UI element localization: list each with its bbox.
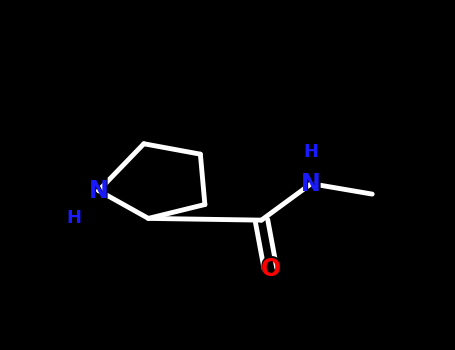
Text: N: N bbox=[300, 171, 322, 197]
Text: N: N bbox=[89, 178, 108, 203]
Text: H: H bbox=[303, 142, 320, 162]
Text: N: N bbox=[88, 177, 110, 204]
Text: N: N bbox=[301, 172, 321, 196]
Text: O: O bbox=[259, 256, 282, 282]
Text: H: H bbox=[66, 209, 81, 228]
Text: H: H bbox=[65, 208, 82, 229]
Text: H: H bbox=[303, 144, 318, 161]
Text: O: O bbox=[260, 257, 281, 281]
